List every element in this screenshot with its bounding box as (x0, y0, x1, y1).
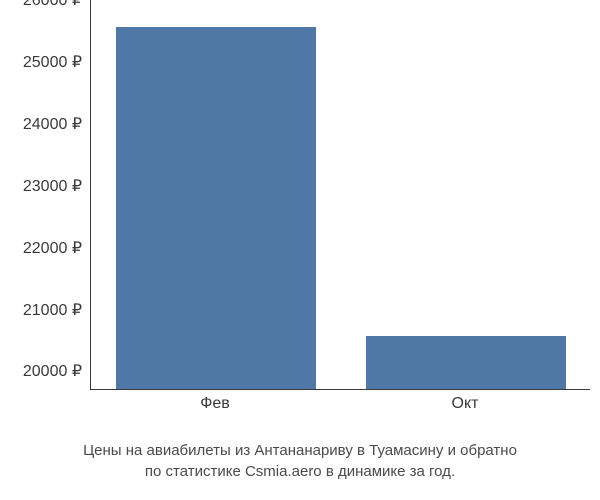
bar-Окт (366, 336, 566, 389)
y-tick-label: 22000 ₽ (23, 238, 82, 258)
bar-Фев (116, 27, 316, 389)
price-bar-chart: 20000 ₽ 21000 ₽ 22000 ₽ 23000 ₽ 24000 ₽ 25000… (0, 0, 600, 440)
y-tick-label: 25000 ₽ (23, 52, 82, 72)
y-tick-label: 26000 ₽ (23, 0, 82, 10)
x-tick-label: Окт (452, 395, 479, 413)
y-tick-label: 24000 ₽ (23, 114, 82, 134)
caption-line-1: Цены на авиабилеты из Антананариву в Туа… (83, 442, 517, 459)
y-axis: 20000 ₽ 21000 ₽ 22000 ₽ 23000 ₽ 24000 ₽ 25000… (0, 0, 90, 440)
y-tick-label: 20000 ₽ (23, 361, 82, 381)
caption-line-2: по статистике Csmia.aero в динамике за г… (145, 463, 455, 480)
chart-caption: Цены на авиабилеты из Антананариву в Туа… (0, 440, 600, 482)
x-tick-label: Фев (200, 395, 230, 413)
y-tick-label: 23000 ₽ (23, 176, 82, 196)
y-tick-label: 21000 ₽ (23, 300, 82, 320)
plot-area (90, 0, 590, 390)
